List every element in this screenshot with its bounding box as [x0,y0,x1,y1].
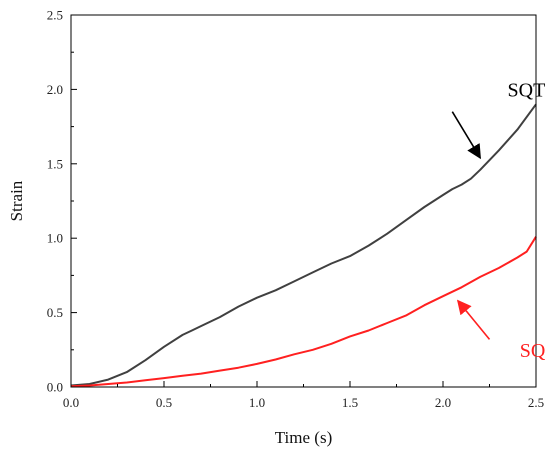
y-tick-label: 2.0 [47,82,63,97]
annotation-arrow-sq [456,299,491,340]
x-tick-label: 1.0 [249,395,265,410]
annotation-arrow-sqt [451,111,481,160]
x-tick-label: 0.0 [63,395,79,410]
y-tick-label: 1.0 [47,231,63,246]
series-line-sq [70,236,537,388]
y-tick-label: 0.0 [47,380,63,395]
y-tick-label: 2.5 [47,8,63,23]
x-axis-title: Time (s) [275,428,332,447]
y-tick-label: 1.5 [47,156,63,171]
plot-frame [70,14,537,388]
annotation-label-sqt: SQT [508,79,546,101]
series-line-sqt [70,103,537,387]
y-tick-label: 0.5 [47,305,63,320]
x-tick-label: 0.5 [156,395,172,410]
y-axis-title: Strain [7,180,26,221]
x-tick-label: 2.5 [528,395,544,410]
x-tick-label: 1.5 [342,395,358,410]
x-tick-label: 2.0 [435,395,451,410]
annotation-label-sq: SQ [520,340,546,362]
